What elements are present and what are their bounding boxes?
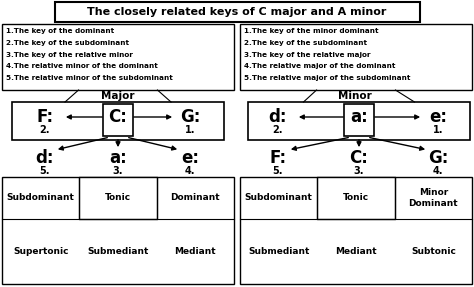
Text: Tonic: Tonic bbox=[105, 193, 131, 203]
Text: a:: a: bbox=[109, 149, 127, 167]
Text: 3.: 3. bbox=[354, 166, 364, 176]
Text: Mediant: Mediant bbox=[174, 247, 216, 256]
Bar bbox=[240, 177, 472, 284]
Text: 5.The relative major of the subdominant: 5.The relative major of the subdominant bbox=[244, 75, 410, 81]
Text: Subdominant: Subdominant bbox=[7, 193, 74, 203]
Text: 3.The key of the relative major: 3.The key of the relative major bbox=[244, 52, 371, 58]
Text: 3.The key of the relative minor: 3.The key of the relative minor bbox=[6, 52, 133, 58]
Text: Supertonic: Supertonic bbox=[13, 247, 68, 256]
Text: Submediant: Submediant bbox=[248, 247, 310, 256]
Bar bbox=[2, 24, 234, 90]
Text: e:: e: bbox=[181, 149, 199, 167]
Bar bbox=[248, 102, 470, 140]
Text: 1.: 1. bbox=[185, 125, 195, 135]
Text: d:: d: bbox=[269, 108, 287, 126]
Text: Subtonic: Subtonic bbox=[411, 247, 456, 256]
Text: 4.The relative minor of the dominant: 4.The relative minor of the dominant bbox=[6, 63, 158, 69]
Text: Major: Major bbox=[101, 91, 135, 101]
Text: G:: G: bbox=[180, 108, 200, 126]
Text: 1.The key of the dominant: 1.The key of the dominant bbox=[6, 28, 114, 34]
Text: F:: F: bbox=[36, 108, 54, 126]
Bar bbox=[240, 24, 472, 90]
Text: 5.: 5. bbox=[40, 166, 50, 176]
Text: Mediant: Mediant bbox=[335, 247, 377, 256]
Text: d:: d: bbox=[36, 149, 54, 167]
Text: 2.: 2. bbox=[40, 125, 50, 135]
Text: Tonic: Tonic bbox=[343, 193, 369, 203]
Text: 4.: 4. bbox=[185, 166, 195, 176]
Bar bbox=[344, 104, 374, 136]
Bar bbox=[317, 177, 395, 219]
Bar bbox=[12, 102, 224, 140]
Text: 4.: 4. bbox=[433, 166, 443, 176]
Text: Minor: Minor bbox=[338, 91, 372, 101]
Text: Submediant: Submediant bbox=[87, 247, 149, 256]
Text: 3.: 3. bbox=[113, 166, 123, 176]
Bar bbox=[2, 177, 234, 284]
Bar bbox=[79, 177, 157, 219]
Text: 5.: 5. bbox=[273, 166, 283, 176]
Text: Subdominant: Subdominant bbox=[245, 193, 313, 203]
Text: Dominant: Dominant bbox=[171, 193, 220, 203]
Text: 2.The key of the subdominant: 2.The key of the subdominant bbox=[6, 40, 129, 46]
Text: C:: C: bbox=[349, 149, 368, 167]
Bar bbox=[55, 2, 420, 22]
Text: Minor
Dominant: Minor Dominant bbox=[409, 188, 458, 208]
Text: 2.The key of the subdominant: 2.The key of the subdominant bbox=[244, 40, 367, 46]
Text: F:: F: bbox=[269, 149, 287, 167]
Text: 1.The key of the minor dominant: 1.The key of the minor dominant bbox=[244, 28, 379, 34]
Text: C:: C: bbox=[109, 108, 128, 126]
Text: a:: a: bbox=[350, 108, 368, 126]
Bar bbox=[103, 104, 133, 136]
Text: 1.: 1. bbox=[433, 125, 443, 135]
Text: 4.The relative major of the dominant: 4.The relative major of the dominant bbox=[244, 63, 395, 69]
Text: 2.: 2. bbox=[273, 125, 283, 135]
Text: e:: e: bbox=[429, 108, 447, 126]
Text: The closely related keys of C major and A minor: The closely related keys of C major and … bbox=[87, 7, 387, 17]
Text: G:: G: bbox=[428, 149, 448, 167]
Text: 5.The relative minor of the subdominant: 5.The relative minor of the subdominant bbox=[6, 75, 173, 81]
